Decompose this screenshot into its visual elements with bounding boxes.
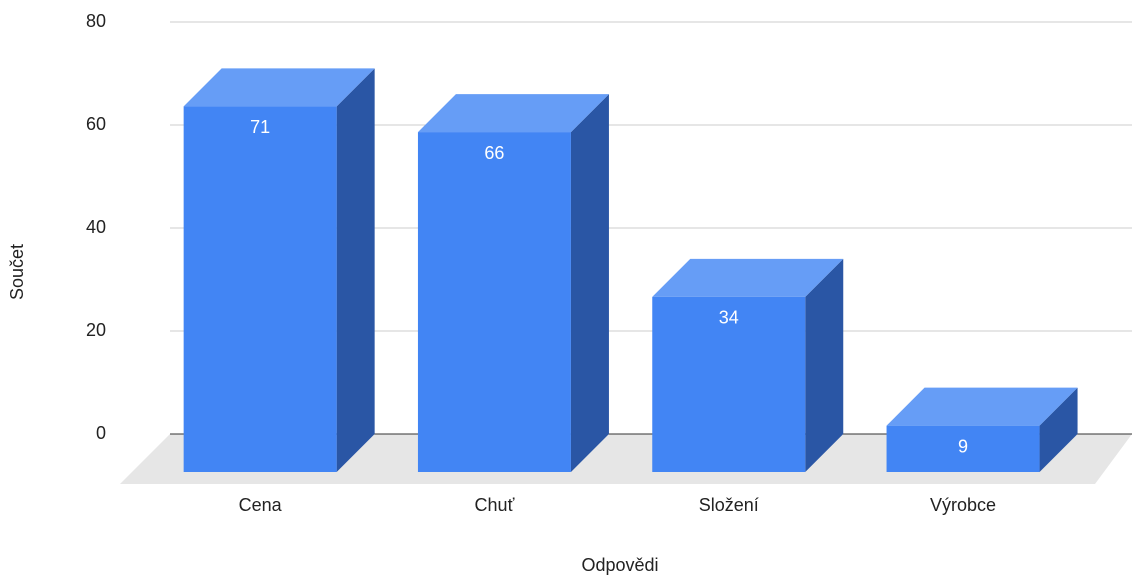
bar-top <box>183 68 375 107</box>
floor <box>120 434 1132 484</box>
value-label: 71 <box>250 117 270 137</box>
bar <box>183 106 337 472</box>
bar <box>417 132 571 472</box>
bar <box>886 425 1040 472</box>
bar-side <box>336 68 375 472</box>
value-label: 9 <box>958 436 968 456</box>
bar-top <box>417 94 609 133</box>
value-label: 66 <box>484 143 504 163</box>
x-tick-label: Cena <box>239 495 283 515</box>
bar-top <box>652 258 844 297</box>
y-axis-title: Součet <box>7 244 27 300</box>
y-tick-label: 80 <box>86 11 106 31</box>
y-tick-label: 60 <box>86 114 106 134</box>
x-tick-label: Výrobce <box>930 495 996 515</box>
x-tick-label: Chuť <box>475 495 515 515</box>
x-tick-label: Složení <box>699 495 759 515</box>
bar <box>652 296 806 472</box>
bar-top <box>886 387 1078 426</box>
y-tick-label: 20 <box>86 320 106 340</box>
x-axis-title: Odpovědi <box>581 555 658 575</box>
value-label: 34 <box>719 308 739 328</box>
y-tick-label: 0 <box>96 423 106 443</box>
bar-side <box>570 94 609 472</box>
bar-side <box>805 258 844 472</box>
y-tick-label: 40 <box>86 217 106 237</box>
bar-side <box>1039 387 1078 472</box>
